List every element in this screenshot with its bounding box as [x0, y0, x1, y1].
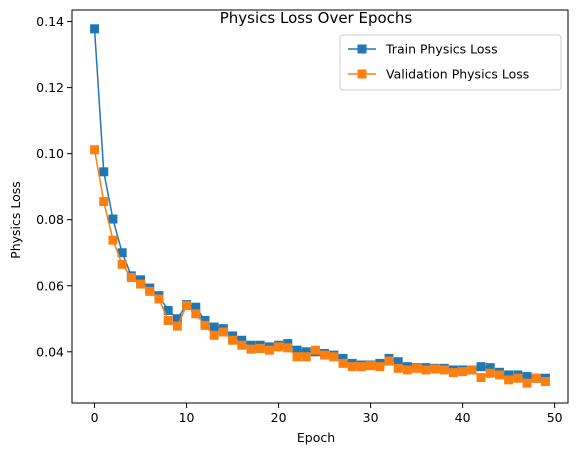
- data-point-marker: [320, 350, 330, 360]
- data-point-marker: [172, 321, 182, 331]
- data-point-marker: [209, 330, 219, 340]
- data-point-marker: [347, 362, 357, 372]
- legend-marker: [357, 44, 367, 54]
- data-point-marker: [494, 370, 504, 380]
- data-point-marker: [209, 322, 219, 332]
- data-point-marker: [439, 365, 449, 375]
- data-point-marker: [283, 343, 293, 353]
- x-axis-title: Epoch: [297, 430, 335, 445]
- data-point-marker: [99, 197, 109, 207]
- y-tick-label: 0.14: [36, 14, 64, 29]
- data-point-marker: [430, 364, 440, 374]
- data-point-marker: [172, 314, 182, 324]
- y-tick-label: 0.12: [36, 80, 64, 95]
- data-point-marker: [274, 342, 284, 352]
- data-point-marker: [476, 373, 486, 383]
- legend-box: [339, 34, 562, 91]
- data-point-marker: [228, 335, 238, 345]
- data-point-marker: [366, 361, 376, 371]
- data-point-marker: [393, 363, 403, 373]
- data-point-marker: [163, 306, 173, 316]
- data-point-marker: [108, 235, 118, 245]
- data-point-marker: [145, 286, 155, 296]
- x-tick-label: 0: [91, 410, 99, 425]
- data-point-marker: [99, 167, 109, 177]
- data-point-marker: [485, 363, 495, 373]
- data-point-marker: [117, 259, 127, 269]
- data-point-marker: [513, 373, 523, 383]
- data-point-marker: [200, 315, 210, 325]
- x-tick-label: 40: [455, 410, 471, 425]
- y-tick-label: 0.04: [36, 344, 64, 359]
- series-validation: [90, 145, 550, 388]
- x-tick-label: 20: [271, 410, 287, 425]
- x-tick-label: 50: [547, 410, 563, 425]
- legend-entry: Train Physics Loss: [348, 42, 498, 57]
- data-point-marker: [448, 368, 458, 378]
- data-point-marker: [182, 301, 192, 311]
- data-point-marker: [467, 365, 477, 375]
- data-point-marker: [338, 358, 348, 368]
- data-point-marker: [310, 345, 320, 355]
- data-point-marker: [237, 340, 247, 350]
- data-point-marker: [504, 370, 514, 380]
- data-point-marker: [522, 378, 532, 388]
- x-tick-label: 30: [363, 410, 379, 425]
- data-point-marker: [540, 377, 550, 387]
- legend-entry: Validation Physics Loss: [348, 67, 529, 82]
- data-point-marker: [126, 273, 136, 282]
- data-point-marker: [375, 362, 385, 372]
- data-point-marker: [191, 302, 201, 312]
- y-tick-label: 0.10: [36, 146, 64, 161]
- data-point-marker: [292, 352, 302, 362]
- data-point-marker: [485, 368, 495, 378]
- y-tick-label: 0.06: [36, 278, 64, 293]
- data-point-marker: [292, 345, 302, 355]
- data-point-marker: [393, 357, 403, 367]
- data-point-marker: [246, 344, 256, 354]
- data-point-marker: [384, 356, 394, 366]
- x-tick-label: 10: [179, 410, 195, 425]
- data-point-marker: [218, 327, 228, 337]
- legend: Train Physics Loss Validation Physics Los…: [339, 34, 562, 91]
- plot-frame: [71, 9, 569, 404]
- data-point-marker: [301, 352, 311, 362]
- legend-label: Validation Physics Loss: [386, 67, 529, 82]
- data-point-marker: [200, 320, 210, 330]
- data-point-marker: [421, 365, 431, 375]
- data-point-marker: [458, 367, 468, 377]
- data-point-marker: [108, 214, 118, 224]
- data-point-marker: [90, 145, 100, 155]
- data-point-marker: [329, 352, 339, 362]
- data-point-marker: [531, 373, 541, 383]
- data-point-marker: [402, 365, 412, 375]
- data-point-marker: [356, 362, 366, 372]
- data-point-marker: [504, 375, 514, 385]
- data-point-marker: [154, 294, 164, 304]
- legend-label: Train Physics Loss: [385, 42, 498, 57]
- data-point-marker: [264, 345, 274, 355]
- data-point-marker: [90, 24, 100, 34]
- data-point-marker: [237, 335, 247, 345]
- data-point-marker: [476, 362, 486, 372]
- data-point-marker: [338, 353, 348, 363]
- data-point-marker: [522, 372, 532, 382]
- data-point-marker: [412, 363, 422, 373]
- data-point-marker: [255, 344, 265, 354]
- y-axis-title: Physics Loss: [8, 181, 23, 259]
- chart-title: Physics Loss Over Epochs: [220, 9, 413, 27]
- data-point-marker: [117, 248, 127, 258]
- plot-area: 0 10 20 30 40 50 0.04 0.06 0.08 0.10 0.12 0.14: [36, 14, 563, 425]
- data-point-marker: [301, 347, 311, 357]
- data-point-marker: [163, 315, 173, 325]
- data-point-marker: [191, 309, 201, 319]
- legend-marker: [357, 69, 367, 79]
- y-tick-label: 0.08: [36, 212, 64, 227]
- data-point-marker: [136, 279, 146, 289]
